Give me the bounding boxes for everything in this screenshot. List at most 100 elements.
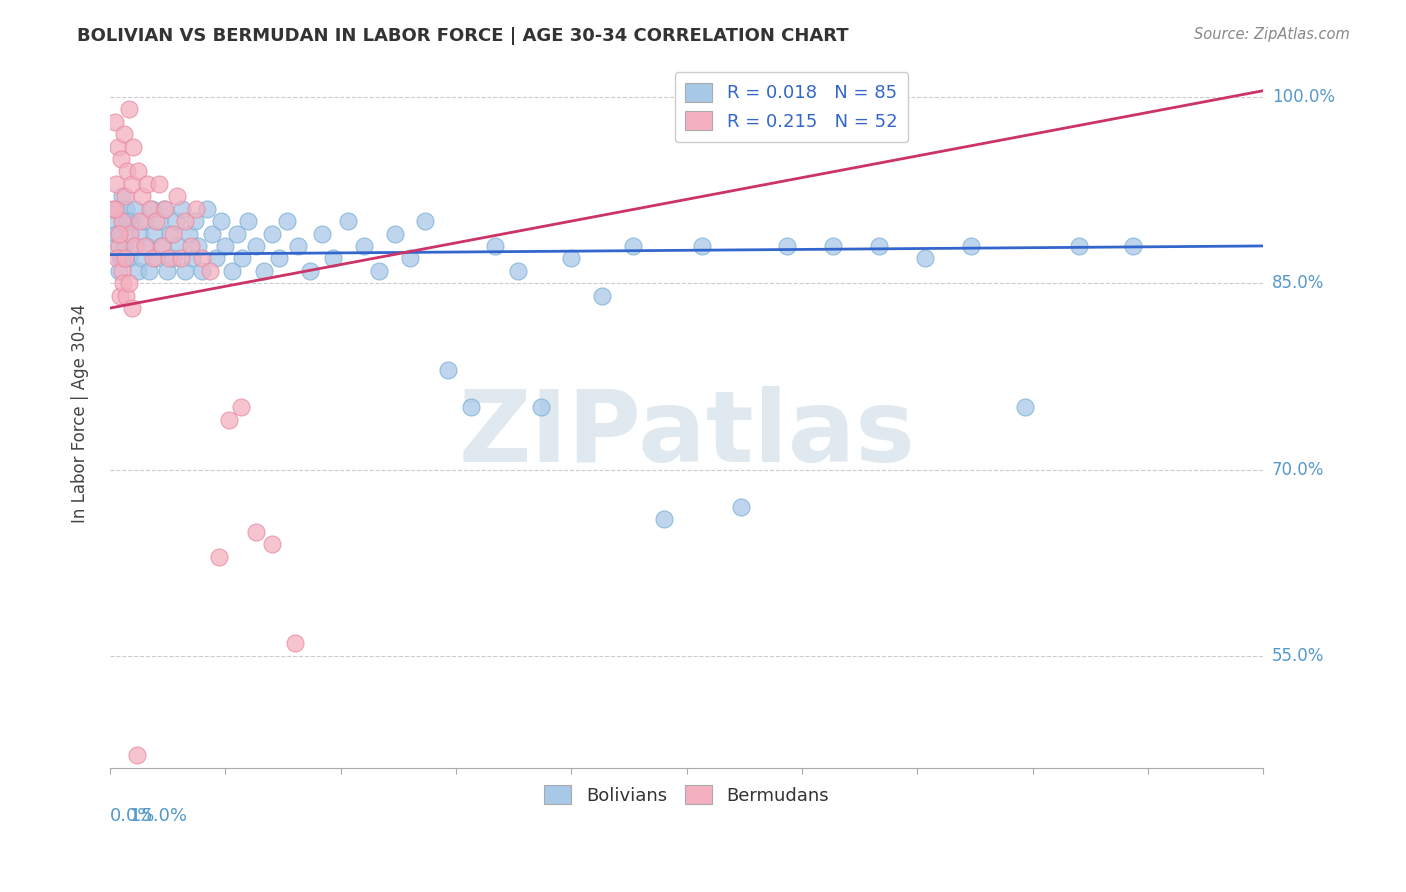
Point [368,264,391,278]
Point [110,152,132,166]
Point [124,202,146,216]
Point [120,214,142,228]
Text: 70.0%: 70.0% [1272,460,1324,478]
Point [560,252,582,266]
Point [141,202,163,216]
Point [134,239,156,253]
Point [129,214,152,228]
Point [172,202,194,216]
Point [114,189,136,203]
Point [120,227,142,241]
Text: 55.0%: 55.0% [1272,647,1324,665]
Y-axis label: In Labor Force | Age 30-34: In Labor Force | Age 30-34 [72,304,89,524]
Point [165,214,187,228]
Text: ZIPatlas: ZIPatlas [458,386,915,483]
Point [914,252,936,266]
Point [134,214,156,228]
Text: 85.0%: 85.0% [1272,274,1324,293]
Point [245,524,267,539]
Point [776,239,799,253]
Point [183,214,205,228]
Point [115,288,138,302]
Point [127,164,149,178]
Text: 100.0%: 100.0% [1272,88,1334,106]
Point [105,202,128,216]
Point [112,277,135,291]
Point [174,214,197,228]
Point [115,202,138,216]
Point [205,252,228,266]
Point [208,549,231,564]
Point [148,177,170,191]
Legend: Bolivians, Bermudans: Bolivians, Bermudans [537,778,837,812]
Point [166,189,188,203]
Point [353,239,375,253]
Point [460,401,482,415]
Point [191,252,214,266]
Point [170,252,193,266]
Point [101,202,124,216]
Point [139,202,162,216]
Point [415,214,437,228]
Point [180,239,202,253]
Point [142,227,165,241]
Point [231,252,253,266]
Point [384,227,406,241]
Point [114,252,136,266]
Point [145,252,167,266]
Point [214,239,236,253]
Point [238,214,260,228]
Point [195,202,218,216]
Point [107,227,129,241]
Point [1014,401,1036,415]
Point [690,239,713,253]
Point [1122,239,1144,253]
Point [186,202,208,216]
Point [960,239,983,253]
Point [117,227,139,241]
Point [269,252,291,266]
Point [229,401,252,415]
Text: BOLIVIAN VS BERMUDAN IN LABOR FORCE | AGE 30-34 CORRELATION CHART: BOLIVIAN VS BERMUDAN IN LABOR FORCE | AG… [77,27,849,45]
Point [110,264,132,278]
Point [311,227,333,241]
Point [150,239,173,253]
Point [621,239,644,253]
Point [145,214,167,228]
Point [198,264,221,278]
Point [156,264,179,278]
Text: 0.0%: 0.0% [110,806,156,824]
Point [136,239,159,253]
Point [260,227,283,241]
Point [652,512,675,526]
Point [118,277,141,291]
Point [115,164,138,178]
Point [105,177,128,191]
Point [322,252,344,266]
Point [506,264,529,278]
Point [260,537,283,551]
Point [104,239,127,253]
Point [155,202,177,216]
Point [159,227,181,241]
Point [131,189,153,203]
Text: Source: ZipAtlas.com: Source: ZipAtlas.com [1194,27,1350,42]
Point [200,227,222,241]
Point [530,401,553,415]
Point [253,264,276,278]
Point [108,264,131,278]
Point [124,239,146,253]
Point [111,252,134,266]
Point [730,500,752,514]
Point [131,252,153,266]
Point [121,301,143,315]
Point [125,748,148,763]
Point [127,264,149,278]
Point [245,239,267,253]
Point [108,288,131,302]
Point [149,239,172,253]
Point [287,239,309,253]
Point [177,227,200,241]
Point [107,139,129,153]
Point [169,239,191,253]
